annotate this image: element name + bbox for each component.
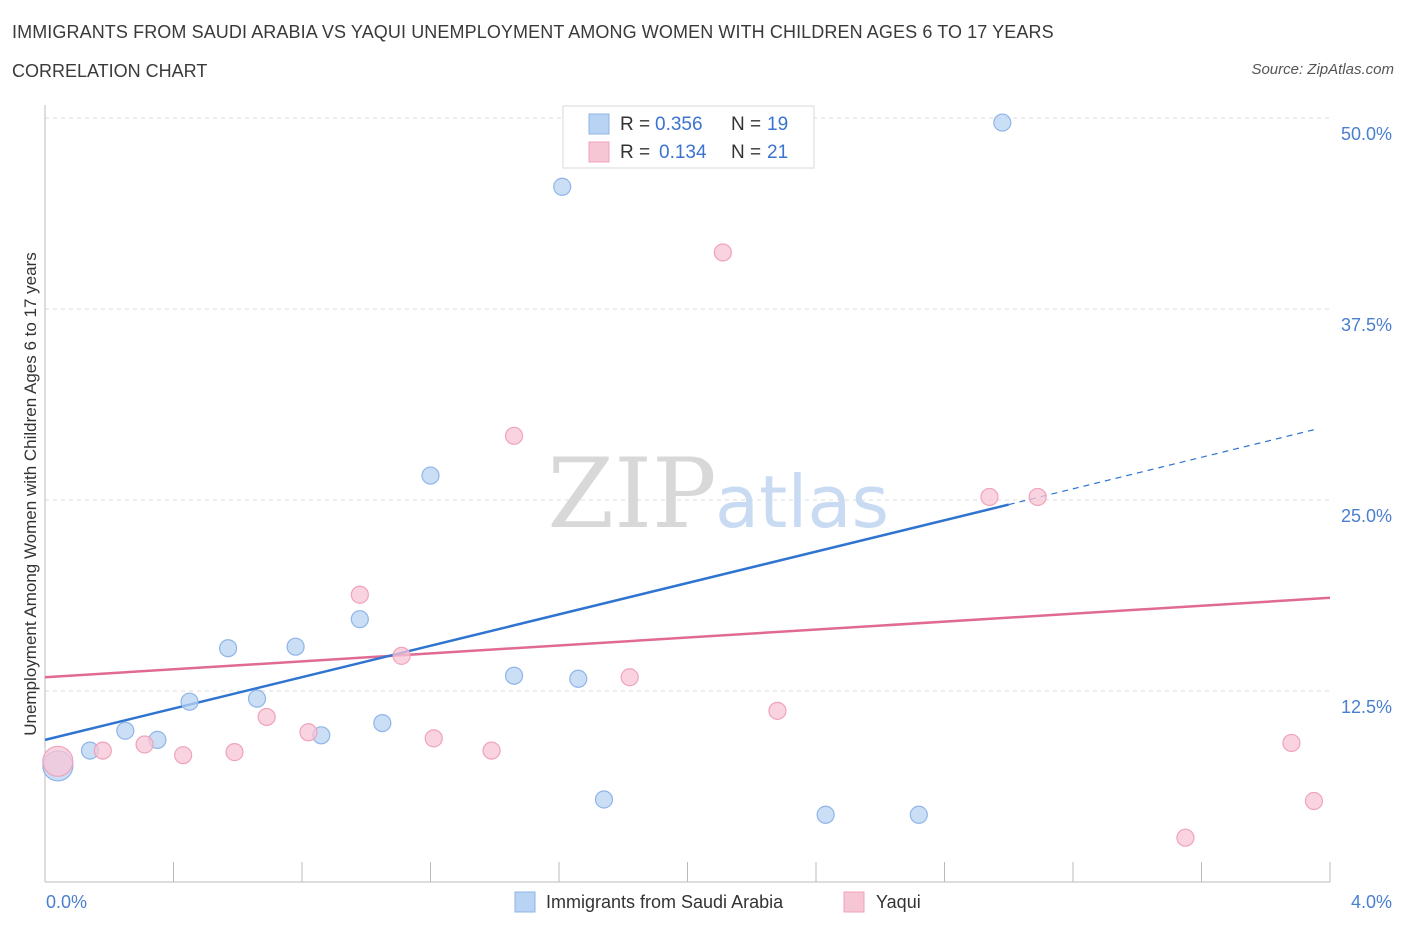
point-yaqui [225,743,244,762]
legend-swatch-pink [588,141,610,163]
point-yaqui [1282,733,1301,753]
point-saudi [219,639,238,658]
trend-line-saudi-extension [1008,429,1315,506]
y-tick-label: 12.5% [1341,697,1392,717]
legend-swatch-yaqui [843,891,865,913]
point-saudi [247,689,267,708]
legend-n-label: N = [731,114,761,135]
point-saudi [594,790,614,809]
x-tick-label-max: 4.0% [1351,892,1392,912]
point-saudi [993,113,1012,132]
y-tick-label: 25.0% [1341,506,1392,526]
y-tick-label: 37.5% [1341,315,1392,335]
point-saudi [909,805,928,824]
legend-r-label: R = [620,114,650,135]
point-yaqui [1176,828,1195,847]
point-yaqui [424,729,443,748]
legend-label-saudi: Immigrants from Saudi Arabia [546,892,784,912]
point-saudi [286,637,305,656]
correlation-legend: R = 0.356 N = 19 R = 0.134 N = 21 [562,105,815,169]
legend-swatch-saudi [514,891,536,913]
watermark-atlas: atlas [715,460,889,544]
watermark: ZIP atlas [547,438,889,550]
point-saudi [180,692,199,711]
trend-line-yaqui [44,596,1331,679]
series-legend: Immigrants from Saudi Arabia Yaqui [514,891,921,913]
watermark-zip: ZIP [547,438,716,550]
point-yaqui [1028,487,1047,507]
point-yaqui [980,487,999,507]
point-yaqui [350,585,369,604]
x-tick-label-min: 0.0% [46,892,87,912]
y-tick-label: 50.0% [1341,124,1392,144]
trend-line-saudi [44,503,1010,742]
axes [44,105,1331,883]
point-saudi [569,669,588,688]
legend-n-label: N = [731,142,761,163]
point-saudi [116,721,135,740]
point-yaqui [93,741,112,760]
grid-lines [45,117,1330,692]
chart-subtitle: CORRELATION CHART [12,61,208,81]
point-saudi [421,466,440,485]
trend-lines [44,429,1331,742]
legend-swatch-blue [588,113,610,135]
point-saudi [373,713,392,733]
legend-n-value-blue: 19 [767,114,788,135]
point-yaqui [174,746,193,765]
source-credit: Source: ZipAtlas.com [1251,61,1394,78]
point-yaqui [1304,791,1324,811]
point-yaqui [504,426,524,445]
point-saudi [504,666,524,685]
point-yaqui [768,701,787,720]
x-tick-labels: 0.0% 4.0% [46,892,1392,912]
point-yaqui [482,741,501,760]
point-saudi [350,610,369,629]
point-yaqui [713,243,732,262]
chart-title: IMMIGRANTS FROM SAUDI ARABIA VS YAQUI UN… [12,22,1054,42]
point-saudi [553,177,572,196]
legend-r-label: R = [620,142,650,163]
point-yaqui [620,668,639,687]
legend-n-value-pink: 21 [767,142,788,163]
legend-label-yaqui: Yaqui [876,892,921,912]
legend-r-value-blue: 0.356 [655,114,703,135]
legend-r-value-pink: 0.134 [659,142,707,163]
point-yaqui [135,735,154,754]
point-yaqui [257,707,276,727]
y-tick-labels: 12.5% 25.0% 37.5% 50.0% [1341,124,1392,717]
point-saudi [816,805,835,824]
y-axis-label: Unemployment Among Women with Children A… [21,252,40,736]
point-yaqui [392,646,411,665]
point-yaqui [42,745,74,777]
point-yaqui [299,723,318,742]
